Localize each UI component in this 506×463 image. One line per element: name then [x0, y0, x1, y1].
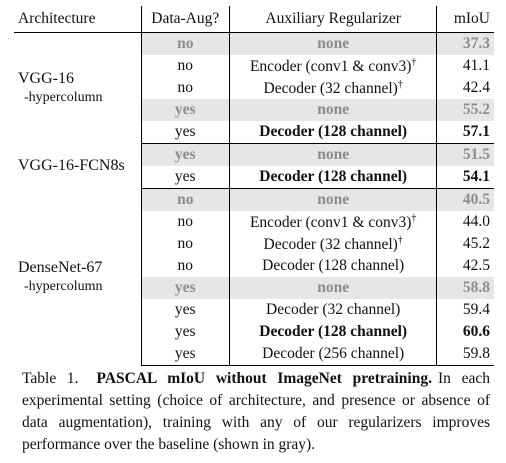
regularizer-text: Encoder (conv1 & conv3) [249, 213, 412, 231]
regularizer-cell: Decoder (32 channel)† [229, 77, 438, 99]
regularizer-cell: none [229, 99, 438, 121]
data-aug-cell: no [141, 77, 230, 99]
miou-cell: 54.1 [436, 166, 494, 189]
caption-title: PASCAL mIoU without ImageNet pretraining… [96, 370, 432, 387]
regularizer-text: none [317, 101, 350, 119]
miou-cell: 40.5 [436, 188, 494, 211]
regularizer-cell: none [229, 277, 438, 299]
regularizer-cell: none [229, 143, 438, 166]
regularizer-cell: Decoder (128 channel) [229, 255, 438, 277]
caption-text: In each experimental setting (choice of … [22, 370, 490, 453]
regularizer-cell: Encoder (conv1 & conv3)† [229, 55, 438, 77]
regularizer-text: Decoder (128 channel) [259, 323, 408, 341]
miou-cell: 42.4 [462, 79, 490, 97]
table-row: yes Decoder (128 channel) 54.1 [14, 166, 494, 189]
table-row: yes Decoder (32 channel) 59.4 [14, 299, 494, 321]
regularizer-text: Decoder (32 channel) [266, 301, 401, 319]
table-row: no Decoder (128 channel) 42.5 [14, 255, 494, 277]
miou-cell: 37.3 [436, 32, 494, 55]
data-aug-cell: yes [141, 321, 230, 343]
dagger-mark: † [397, 78, 403, 90]
regularizer-cell: Decoder (32 channel)† [229, 233, 438, 255]
data-aug-cell: no [141, 188, 230, 211]
miou-cell: 60.6 [462, 323, 490, 341]
table-row: yes Decoder (256 channel) 59.8 [14, 343, 494, 366]
table-row: no Decoder (32 channel)† 42.4 [14, 77, 494, 99]
results-table: Architecture Data-Aug? Auxiliary Regular… [14, 6, 494, 366]
miou-cell: 51.5 [436, 143, 494, 166]
table-row: no Encoder (conv1 & conv3)† 41.1 [14, 55, 494, 77]
architecture-cell: DenseNet-67 -hypercolumn [14, 188, 142, 366]
miou-cell: 44.0 [462, 213, 490, 231]
data-aug-cell: yes [141, 121, 230, 144]
regularizer-cell: Decoder (32 channel) [229, 299, 438, 321]
dagger-mark: † [397, 234, 403, 246]
miou-cell: 45.2 [462, 235, 490, 253]
architecture-cell: VGG-16-FCN8s [14, 143, 142, 189]
dagger-mark: † [411, 56, 417, 68]
table-row: yes Decoder (128 channel) 57.1 [14, 121, 494, 144]
table-row: DenseNet-67 -hypercolumn no none 40.5 [14, 188, 494, 366]
data-aug-cell: no [141, 233, 230, 255]
architecture-name: VGG-16 [18, 70, 74, 88]
regularizer-text: Decoder (128 channel) [259, 168, 408, 186]
data-aug-cell: no [141, 211, 230, 233]
table-row: yes none 58.8 [14, 277, 494, 299]
miou-cell: 58.8 [436, 277, 494, 299]
architecture-name: DenseNet-67 [18, 259, 103, 276]
data-aug-cell: yes [141, 143, 230, 166]
table-header-row: Architecture Data-Aug? Auxiliary Regular… [14, 6, 494, 33]
regularizer-text: none [317, 191, 350, 209]
data-aug-cell: yes [141, 277, 230, 299]
header-miou: mIoU [436, 6, 494, 33]
miou-cell: 42.5 [462, 257, 490, 275]
regularizer-text: none [317, 146, 350, 164]
regularizer-text: Decoder (32 channel) [263, 79, 398, 97]
data-aug-cell: no [141, 255, 230, 277]
regularizer-cell: Decoder (128 channel) [229, 166, 438, 189]
data-aug-cell: no [141, 32, 230, 55]
table-body: VGG-16 -hypercolumn no none 37.3 no Encoder (c… [14, 32, 494, 366]
architecture-subname: -hypercolumn [24, 90, 103, 106]
data-aug-cell: yes [141, 299, 230, 321]
architecture-name: VGG-16-FCN8s [18, 157, 125, 174]
regularizer-text: none [317, 279, 350, 297]
header-architecture: Architecture [14, 6, 142, 33]
regularizer-text: Decoder (32 channel) [263, 235, 398, 253]
data-aug-cell: yes [141, 99, 230, 121]
miou-cell: 59.4 [462, 301, 490, 319]
data-aug-cell: yes [141, 166, 230, 189]
architecture-subname: -hypercolumn [24, 279, 103, 294]
miou-cell: 55.2 [436, 99, 494, 121]
table-caption: Table 1. PASCAL mIoU without ImageNet pre… [22, 368, 490, 456]
table-row: VGG-16-FCN8s yes none 51.5 [14, 143, 494, 189]
architecture-cell: VGG-16 -hypercolumn [14, 32, 142, 144]
table-row: yes Decoder (128 channel) 60.6 [14, 321, 494, 343]
regularizer-cell: Decoder (256 channel) [229, 343, 438, 366]
miou-cell: 59.8 [436, 343, 494, 366]
miou-cell: 41.1 [462, 57, 490, 75]
miou-cell: 57.1 [436, 121, 494, 144]
regularizer-cell: none [229, 32, 438, 55]
regularizer-text: none [317, 35, 350, 53]
dagger-mark: † [411, 212, 417, 224]
data-aug-cell: yes [141, 343, 230, 366]
regularizer-text: Encoder (conv1 & conv3) [249, 57, 412, 75]
regularizer-cell: Decoder (128 channel) [229, 121, 438, 144]
table-row: yes none 55.2 [14, 99, 494, 121]
regularizer-cell: Decoder (128 channel) [229, 321, 438, 343]
regularizer-cell: none [229, 188, 438, 211]
regularizer-cell: Encoder (conv1 & conv3)† [229, 211, 438, 233]
table-row: no Encoder (conv1 & conv3)† 44.0 [14, 211, 494, 233]
caption-label: Table 1. [22, 370, 79, 387]
header-regularizer: Auxiliary Regularizer [229, 6, 438, 33]
regularizer-text: Decoder (128 channel) [262, 257, 405, 275]
table-row: no Decoder (32 channel)† 45.2 [14, 233, 494, 255]
table-row: VGG-16 -hypercolumn no none 37.3 [14, 32, 494, 144]
regularizer-text: Decoder (128 channel) [259, 123, 408, 141]
header-data-aug: Data-Aug? [141, 6, 230, 33]
data-aug-cell: no [141, 55, 230, 77]
regularizer-text: Decoder (256 channel) [262, 345, 405, 363]
